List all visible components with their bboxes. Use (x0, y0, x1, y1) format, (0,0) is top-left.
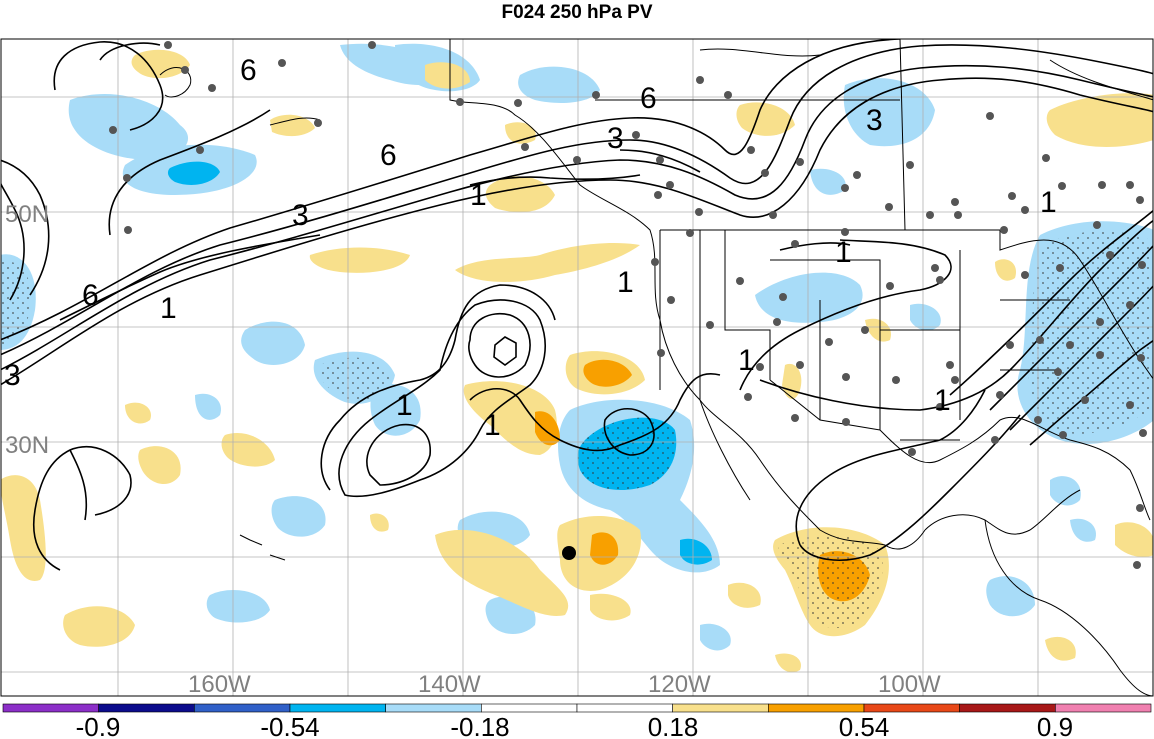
contour-label: 1 (835, 236, 852, 269)
colorbar-label: -0.18 (450, 712, 509, 739)
contour-label: 1 (484, 409, 501, 442)
contour-label: 6 (640, 82, 657, 115)
colorbar-swatch (1055, 703, 1152, 713)
contour-label: 1 (1040, 186, 1057, 219)
contour-label: 6 (82, 279, 99, 312)
colorbar-swatch (481, 703, 578, 713)
lon-label-120w: 120W (648, 671, 711, 698)
colorbar-swatch (576, 703, 673, 713)
latitude-labels: 50N 30N (5, 201, 49, 459)
lon-label-140w: 140W (418, 671, 481, 698)
colorbar: -0.9 -0.54 -0.18 0.18 0.54 0.9 (2, 703, 1152, 739)
colorbar-label: -0.9 (76, 712, 121, 739)
graticule (1, 39, 1153, 696)
contour-label: 1 (617, 266, 634, 299)
contour-label: 3 (866, 104, 883, 137)
colorbar-swatch (98, 703, 195, 713)
colorbar-swatches (2, 703, 1152, 713)
longitude-labels: 160W 140W 120W 100W (188, 671, 941, 698)
colorbar-swatch (289, 703, 386, 713)
contour-label: 1 (396, 389, 413, 422)
station-markers (109, 41, 1147, 569)
contour-label: 3 (4, 359, 21, 392)
lon-label-100w: 100W (878, 671, 941, 698)
contour-label: 3 (292, 199, 309, 232)
lat-label-30n: 30N (5, 432, 49, 459)
lat-label-50n: 50N (5, 201, 49, 228)
colorbar-swatch (863, 703, 960, 713)
colorbar-label: 0.9 (1037, 712, 1073, 739)
contour-label: 1 (160, 292, 177, 325)
pv-contours (1, 39, 1153, 571)
map-frame (0, 38, 1154, 697)
contour-value-labels: 6 6 6 6 3 3 3 3 1 1 1 1 1 1 1 1 1 (4, 54, 1057, 442)
colorbar-label: 0.18 (648, 712, 699, 739)
contour-label: 6 (380, 139, 397, 172)
colorbar-swatch (2, 703, 99, 713)
colorbar-swatch (385, 703, 482, 713)
chart-title: F024 250 hPa PV (501, 2, 653, 23)
contour-label: 1 (470, 179, 487, 212)
lon-label-160w: 160W (188, 671, 251, 698)
colorbar-swatch (194, 703, 291, 713)
contour-label: 1 (738, 344, 755, 377)
contour-label: 1 (934, 384, 951, 417)
colorbar-swatch (672, 703, 769, 713)
contour-label: 3 (607, 122, 624, 155)
colorbar-label: 0.54 (839, 712, 890, 739)
coastlines (159, 39, 1153, 696)
contour-label: 6 (240, 54, 257, 87)
stipple-pattern (1, 231, 1150, 629)
colorbar-label: -0.54 (260, 712, 319, 739)
reference-point-marker (562, 546, 576, 560)
colorbar-swatch (959, 703, 1056, 713)
colorbar-swatch (768, 703, 865, 713)
